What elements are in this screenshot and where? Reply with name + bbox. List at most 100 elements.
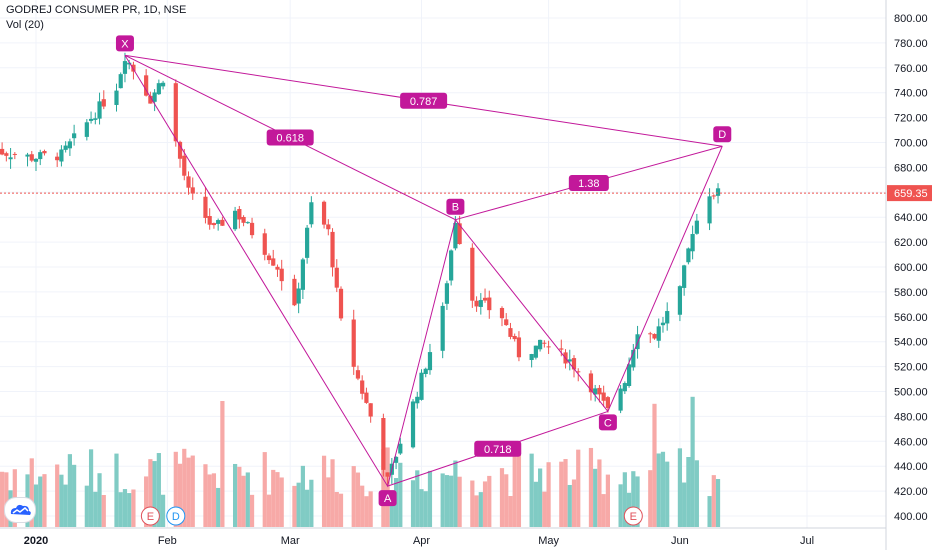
candle-body [186, 176, 191, 188]
volume-bar [160, 494, 166, 527]
candle-body [665, 311, 670, 324]
candle-body [42, 150, 47, 154]
candle-body [686, 248, 691, 263]
candle-body [275, 266, 280, 270]
candle-body [533, 345, 538, 358]
event-marker[interactable] [166, 506, 186, 526]
candle-body [279, 268, 284, 282]
ratio-label: 1.38 [578, 178, 599, 190]
candle-body [220, 219, 225, 226]
volume-bar [245, 472, 250, 527]
event-marker[interactable] [140, 506, 160, 526]
candle-body [482, 297, 488, 301]
pattern-point-badge[interactable] [378, 490, 397, 507]
candle-body [593, 388, 598, 395]
volume-bar [605, 474, 610, 527]
candle-body [114, 90, 119, 105]
event-marker-label: E [147, 511, 154, 523]
volume-bar [237, 466, 242, 527]
volume-bar [144, 476, 149, 527]
candle-body [393, 456, 399, 463]
tradingview-cloud-icon-glyph [10, 504, 31, 515]
pattern-point-badge[interactable] [598, 414, 617, 431]
candle-body [262, 233, 267, 255]
volume-legend[interactable]: Vol (20) [6, 19, 44, 31]
candle-body [368, 403, 373, 417]
candle-body [381, 418, 386, 470]
pattern-point-badge[interactable] [446, 198, 465, 215]
candle-body [648, 333, 653, 335]
volume-bar [88, 449, 94, 527]
candle-body [97, 101, 102, 119]
y-tick-label: 440.00 [894, 461, 928, 473]
y-tick-label: 780.00 [894, 38, 928, 50]
tradingview-cloud-icon[interactable] [4, 497, 36, 523]
volume-bar [423, 491, 428, 527]
volume-bar [398, 462, 403, 527]
y-tick-label: 460.00 [894, 436, 928, 448]
ratio-badge[interactable] [474, 440, 522, 457]
volume-bar [487, 475, 492, 527]
volume-bar [385, 447, 390, 527]
volume-bar [542, 491, 547, 527]
volume-bar [330, 459, 335, 527]
volume-bar [360, 485, 365, 527]
pattern-point-badge[interactable] [713, 126, 732, 143]
ratio-badge[interactable] [400, 92, 448, 109]
volume-bar [690, 396, 695, 527]
ratio-badge[interactable] [266, 129, 314, 146]
y-tick-label: 500.00 [894, 387, 928, 399]
x-tick-label: Feb [158, 535, 177, 547]
volume-bar [59, 474, 64, 527]
volume-bar [338, 493, 344, 527]
candle-body [508, 328, 513, 337]
candle-body [449, 250, 454, 281]
candle-body [4, 153, 9, 156]
candle-body [63, 145, 68, 150]
volume-bar [601, 494, 606, 527]
x-tick-label: Jul [800, 535, 814, 547]
volume-bar [593, 468, 598, 527]
event-marker[interactable] [623, 506, 643, 526]
candle-body [156, 83, 161, 95]
volume-bar [715, 479, 721, 527]
y-tick-label: 520.00 [894, 362, 928, 374]
volume-bar [449, 475, 454, 527]
volume-bar [635, 476, 640, 527]
candle-body [148, 95, 153, 104]
harmonic-pattern[interactable]: 0.618 0.787 1.38 0.718 X A B C D [115, 35, 732, 507]
ratio-label: 0.787 [410, 96, 438, 108]
pattern-point-badge[interactable] [115, 35, 134, 52]
ratio-badge[interactable] [568, 174, 609, 191]
candle-body [440, 305, 445, 351]
candle-body [707, 196, 712, 224]
volume-bar [4, 472, 9, 527]
candle-body [72, 133, 77, 139]
candle-body [588, 373, 594, 393]
candle-body [88, 118, 94, 121]
candle-body [419, 372, 424, 400]
y-tick-label: 720.00 [894, 113, 928, 125]
volume-bar [529, 453, 534, 527]
volume-bar [241, 475, 246, 527]
candle-body [321, 201, 327, 225]
volume-bar [279, 477, 284, 527]
volume-bar [457, 476, 462, 527]
candle-body [453, 222, 458, 249]
candle-body [567, 359, 572, 362]
price-axis[interactable]: 400.00 420.00 440.00 460.00 480.00 500.00 520.… [885, 0, 932, 550]
pattern-point-label: C [604, 417, 612, 429]
candle-body [207, 216, 212, 225]
volume-bar [355, 472, 361, 527]
candle-body [677, 286, 683, 315]
candle-body [478, 300, 483, 307]
volume-bar [122, 489, 128, 527]
candle-body [504, 319, 509, 326]
volume-bar [118, 492, 123, 527]
time-axis[interactable]: 2020 Feb Mar Apr May Jun Jul [0, 527, 886, 547]
symbol-title[interactable]: GODREJ CONSUMER PR, 1D, NSE [6, 4, 187, 16]
event-markers[interactable]: E ED [140, 506, 643, 526]
volume-bar [233, 463, 238, 527]
candle-body [694, 220, 699, 234]
